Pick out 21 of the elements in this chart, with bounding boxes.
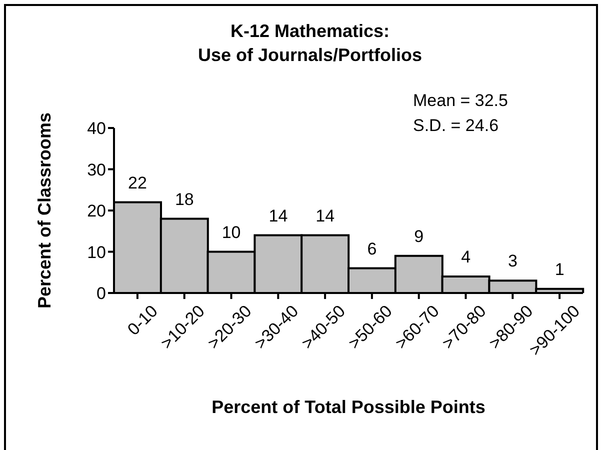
data-label: 6 xyxy=(367,239,377,258)
data-label: 1 xyxy=(554,260,564,279)
y-tick-label: 30 xyxy=(87,160,106,180)
data-label: 4 xyxy=(461,248,471,266)
data-label: 10 xyxy=(222,222,241,242)
data-label: 18 xyxy=(174,190,194,209)
data-label: 3 xyxy=(508,252,518,271)
chart-title: K-12 Mathematics: Use of Journals/Portfolios xyxy=(196,20,424,67)
text: Mean = 32.5 xyxy=(413,90,508,112)
x-tick-label: 0-10 xyxy=(124,302,162,340)
y-axis-title: Percent of Classrooms xyxy=(34,112,54,309)
y-tick-label: 40 xyxy=(87,119,106,138)
data-label: 22 xyxy=(128,173,147,192)
y-tick-label: 10 xyxy=(87,242,106,262)
y-tick-label: 20 xyxy=(87,202,106,221)
data-label: 9 xyxy=(414,226,424,246)
x-axis-title: Percent of Total Possible Points xyxy=(212,397,486,417)
y-tick-label: 0 xyxy=(96,284,106,304)
data-label: 14 xyxy=(316,206,335,226)
data-label: 14 xyxy=(268,206,288,226)
annotation: S.D. = 24.6 xyxy=(413,115,500,137)
